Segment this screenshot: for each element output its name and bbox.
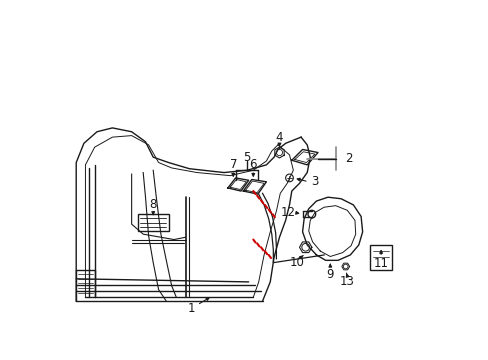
Text: 9: 9 [326,268,333,281]
Text: 8: 8 [149,198,157,211]
Text: 3: 3 [310,175,318,188]
Text: 2: 2 [345,152,352,165]
Text: 12: 12 [280,206,295,219]
Text: 10: 10 [289,256,304,269]
Text: 5: 5 [243,150,250,164]
Text: 11: 11 [373,257,388,270]
Text: 13: 13 [339,275,354,288]
Text: 4: 4 [275,131,283,144]
Text: 7: 7 [229,158,237,171]
Text: 6: 6 [249,158,257,171]
Text: 1: 1 [187,302,195,315]
